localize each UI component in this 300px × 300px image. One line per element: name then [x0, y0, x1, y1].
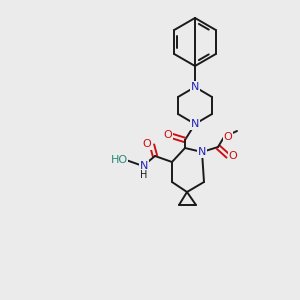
Text: O: O — [229, 151, 237, 161]
Text: O: O — [224, 132, 232, 142]
Text: O: O — [164, 130, 172, 140]
Text: O: O — [142, 139, 152, 149]
Text: N: N — [191, 119, 199, 129]
Text: H: H — [140, 170, 148, 180]
Text: N: N — [140, 161, 148, 171]
Text: HO: HO — [110, 155, 127, 165]
Text: N: N — [198, 147, 206, 157]
Text: N: N — [191, 82, 199, 92]
